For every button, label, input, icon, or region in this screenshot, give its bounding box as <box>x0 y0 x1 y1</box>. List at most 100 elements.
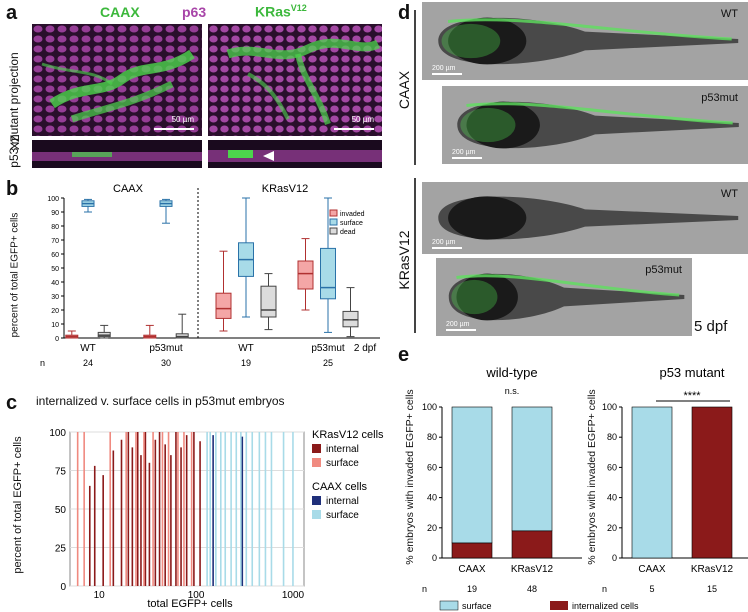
arrowhead-icon <box>263 151 274 161</box>
panel-e-charts: 0 20 40 60 80 100 CAAX 19 KRasV12 48 n 0 20 40 60 80 10… <box>422 365 748 611</box>
n-value-e: 48 <box>527 584 537 594</box>
fish-scale-label: 200 µm <box>432 239 456 246</box>
box-iqr <box>215 292 232 319</box>
panel-c-chart: 0 25 50 75 100 10 100 1000 KRasV12 cells interna… <box>49 428 384 610</box>
y-tick-label-e: 100 <box>602 402 617 412</box>
y-tick-label-b: 90 <box>51 210 59 217</box>
n-value-b: 25 <box>323 358 333 368</box>
p53-mutant-projection-label: p53 mutant projection <box>7 52 21 168</box>
significance-stars: **** <box>683 390 701 402</box>
fish-image-svg-3 <box>436 258 692 336</box>
x-tick-label-b: WT <box>80 343 96 354</box>
legend-label-b: surface <box>340 220 363 227</box>
y-tick-label-b: 60 <box>51 252 59 259</box>
wild-type-title: wild-type <box>485 365 537 380</box>
legend-heading-c: KRasV12 cells <box>312 429 384 441</box>
n-value-e: 5 <box>649 584 654 594</box>
box-surface <box>159 198 173 224</box>
fish-head <box>456 273 518 321</box>
legend-swatch-c <box>312 444 321 453</box>
panel-c-letter: c <box>6 392 18 414</box>
caax-micrograph: 50 µm <box>32 24 202 136</box>
y-tick-label-e: 80 <box>607 432 617 442</box>
box-surface <box>238 197 254 318</box>
fish-image-svg-2 <box>422 182 748 254</box>
egfp-head-signal <box>451 279 498 315</box>
y-tick-label-e: 60 <box>607 462 617 472</box>
y-tick-label-c: 0 <box>60 582 66 593</box>
fish-image-0: WT 200 µm <box>422 2 748 80</box>
y-tick-label-c: 50 <box>55 505 67 516</box>
kras-xz-strip <box>208 140 382 168</box>
y-tick-label-b: 10 <box>51 322 59 329</box>
legend-label-c: surface <box>326 510 359 521</box>
n-value-b: 24 <box>83 358 93 368</box>
y-tick-label-e: 20 <box>607 523 617 533</box>
panel-d-letter: d <box>398 2 411 24</box>
legend-label-surface: surface <box>462 601 492 611</box>
box-dead <box>175 313 189 339</box>
n-value-e: 19 <box>467 584 477 594</box>
y-tick-label-b: 80 <box>51 224 59 231</box>
legend-label-internal: internalized cells <box>572 601 639 611</box>
bar-internalized <box>511 530 553 559</box>
scale-bar-a1 <box>154 128 194 130</box>
p63-channel-label: p63 <box>182 4 207 20</box>
legend-swatch-c <box>312 496 321 505</box>
y-tick-label-e: 40 <box>607 493 617 503</box>
box-dead <box>97 324 111 339</box>
caax-micrograph-image <box>32 24 202 136</box>
y-tick-label-b: 40 <box>51 280 59 287</box>
box-surface <box>320 197 336 333</box>
kras-bracket <box>414 178 416 333</box>
panel-e-letter: e <box>398 344 410 366</box>
box-dead <box>342 287 359 338</box>
panel-c-ylabel: percent of total EGFP+ cells <box>12 436 24 574</box>
panel-b-boxplot: 0 10 20 30 40 50 60 70 80 90 100 CAAX KRasV12 inva… <box>40 183 380 368</box>
fish-head <box>448 196 527 240</box>
bar-surface <box>511 406 553 532</box>
box-invaded <box>65 330 79 339</box>
legend-label-c: internal <box>326 444 359 455</box>
panel-d-kras-label: KRasV12 <box>396 230 412 290</box>
y-tick-label-b: 100 <box>47 196 59 203</box>
legend-label-b: invaded <box>340 211 365 218</box>
n-label-b: n <box>40 358 45 368</box>
scale-label-a2: 50 µm <box>351 115 374 124</box>
legend-swatch-c <box>312 510 321 519</box>
box-invaded <box>143 324 157 339</box>
y-tick-label-b: 20 <box>51 308 59 315</box>
bar-surface <box>631 406 673 559</box>
fish-scale-bar <box>446 329 476 331</box>
legend-swatch-internal <box>550 601 568 610</box>
xz-label: XZ <box>8 134 22 150</box>
group-kras-label: KRasV12 <box>262 183 308 195</box>
fish-image-svg-1 <box>442 86 748 164</box>
fish-genotype-label: WT <box>720 8 738 20</box>
fish-scale-label: 200 µm <box>432 65 456 72</box>
n-label-e: n <box>422 584 427 594</box>
x-tick-label-e: KRasV12 <box>691 564 734 575</box>
x-tick-label-b: p53mut <box>149 343 183 354</box>
caax-xz-strip <box>32 140 202 168</box>
stage-5dpf: 5 dpf <box>694 318 728 335</box>
scale-bar-a2 <box>334 128 374 130</box>
fish-genotype-label: p53mut <box>701 92 738 104</box>
scale-label-a1: 50 µm <box>171 115 194 124</box>
fish-image-1: p53mut 200 µm <box>442 86 748 164</box>
box-iqr <box>297 260 314 290</box>
y-tick-label-b: 50 <box>51 266 59 273</box>
bar-surface <box>451 406 493 544</box>
p53-mutant-title: p53 mutant <box>659 365 724 380</box>
y-tick-label-b: 0 <box>55 336 59 343</box>
y-tick-label-b: 70 <box>51 238 59 245</box>
box-dead <box>260 273 277 331</box>
group-caax-label: CAAX <box>113 183 144 195</box>
legend-label-b: dead <box>340 229 356 236</box>
kras-micrograph: 50 µm <box>208 24 382 136</box>
fish-image-svg-0 <box>422 2 748 80</box>
fish-scale-label: 200 µm <box>446 321 470 328</box>
box-iqr <box>260 285 277 318</box>
x-tick-label-c: 10 <box>94 590 106 601</box>
kras-micrograph-image <box>208 24 382 136</box>
